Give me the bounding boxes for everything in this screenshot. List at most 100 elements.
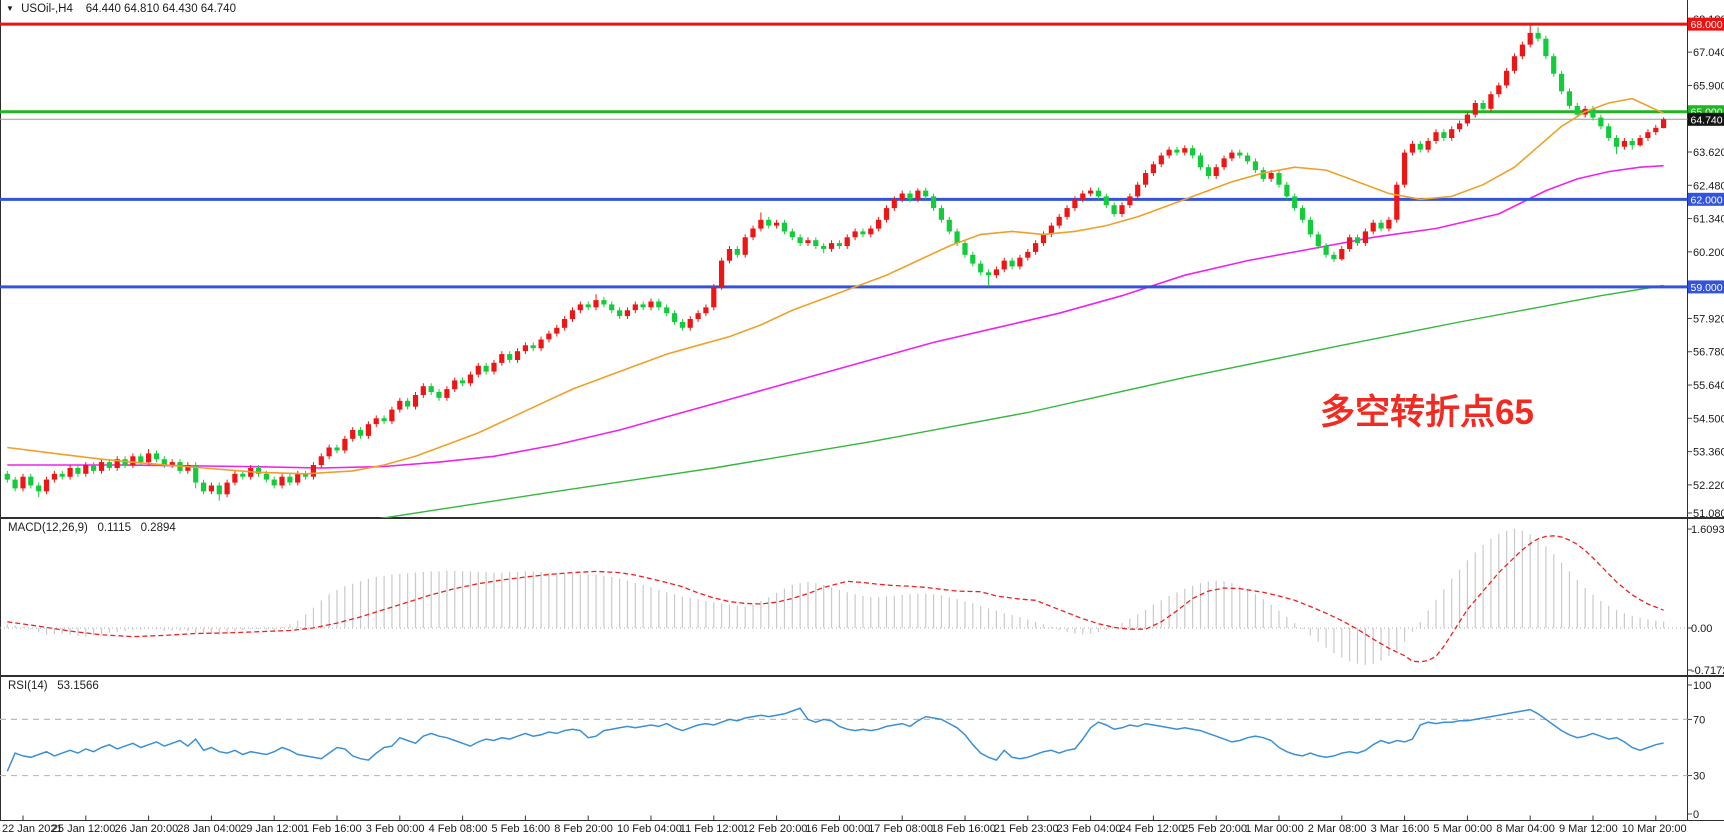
candle-body: [742, 237, 748, 255]
candle-body: [83, 465, 89, 474]
candle-body: [67, 468, 73, 477]
candle-body: [609, 304, 615, 311]
candle-body: [624, 310, 630, 317]
candle-body: [146, 453, 152, 463]
symbol-dropdown-icon[interactable]: ▼: [6, 4, 14, 13]
candle-body: [1260, 170, 1266, 179]
candle-body: [1300, 208, 1306, 220]
rsi-axis-label: 70: [1693, 714, 1705, 726]
candle-body: [1033, 243, 1039, 252]
candle-body: [1598, 117, 1604, 127]
candle-body: [1284, 184, 1290, 197]
candle-body: [1040, 234, 1047, 244]
candle-body: [1566, 91, 1572, 106]
price-tag-68.000: 68.000: [1691, 19, 1723, 31]
candle-body: [1229, 152, 1235, 159]
candle-body: [1629, 140, 1635, 146]
macd-axis-label: 0.00: [1691, 623, 1712, 635]
candle-body: [962, 243, 968, 255]
candle-body: [1559, 73, 1565, 92]
candle-body: [185, 465, 191, 471]
time-axis-label: 29 Jan 12:00: [240, 823, 304, 835]
rsi-indicator-title: RSI(14) 53.1566: [8, 680, 99, 692]
candle-body: [1519, 44, 1525, 57]
candle-body: [1064, 208, 1070, 217]
time-axis-label: 1 Mar 00:00: [1245, 823, 1304, 835]
time-axis-label: 25 Feb 20:00: [1182, 823, 1248, 835]
time-axis-label: 21 Feb 23:00: [993, 823, 1059, 835]
ma-mid-magenta-line: [7, 164, 1664, 469]
candle-body: [1551, 56, 1557, 74]
candle-body: [1661, 119, 1667, 129]
candle-body: [43, 479, 50, 492]
candle-body: [232, 473, 238, 483]
candle-body: [28, 476, 34, 486]
candle-body: [828, 243, 835, 249]
candle-body: [538, 339, 544, 349]
rsi-name: RSI(14): [8, 680, 48, 692]
candle-body: [483, 365, 489, 372]
candle-body: [1378, 222, 1384, 229]
candle-body: [1543, 38, 1549, 57]
candle-body: [1488, 94, 1494, 109]
candle-body: [781, 222, 787, 232]
candle-body: [1292, 196, 1298, 209]
candle-body: [844, 237, 850, 247]
candle-body: [852, 231, 858, 238]
time-axis-label: 11 Feb 12:00: [679, 823, 744, 835]
candle-body: [719, 260, 725, 287]
time-axis-label: 9 Mar 12:00: [1559, 823, 1618, 835]
candle-body: [1323, 246, 1329, 255]
candle-body: [1402, 152, 1408, 185]
candle-body: [546, 333, 552, 340]
candle-body: [507, 354, 513, 360]
macd-signal-line: [7, 535, 1664, 663]
candle-body: [805, 240, 811, 244]
candle-body: [350, 430, 356, 439]
candle-body: [1653, 127, 1659, 133]
candle-body: [946, 219, 952, 232]
time-axis-label: 17 Feb 08:00: [868, 823, 934, 835]
candle-body: [452, 380, 458, 390]
candle-body: [703, 307, 709, 314]
candle-body: [91, 465, 97, 471]
candle-body: [240, 473, 246, 477]
price-axis-label: 63.620: [1693, 147, 1724, 159]
time-axis[interactable]: 22 Jan 2021 25 Jan 12:00 26 Jan 20:00 28 Ja…: [0, 821, 1724, 838]
candle-body: [326, 447, 332, 457]
rsi-axis-label: 100: [1693, 680, 1711, 692]
candle-body: [491, 362, 497, 372]
candle-body: [1072, 199, 1078, 209]
candle-body: [499, 354, 505, 363]
candle-body: [357, 430, 364, 436]
candle-body: [1574, 105, 1580, 115]
candle-body: [98, 462, 105, 471]
macd-panel-canvas[interactable]: 1.6093 0.00 -0.7172: [0, 518, 1724, 676]
candle-body: [342, 438, 348, 451]
candle-body: [1190, 148, 1196, 156]
candle-body: [1527, 32, 1533, 45]
candle-body: [420, 386, 426, 395]
price-axis-label: 60.200: [1693, 247, 1724, 259]
candle-body: [59, 473, 65, 477]
rsi-panel-canvas[interactable]: 100 70 30 0: [0, 676, 1724, 821]
candle-body: [12, 479, 18, 489]
candle-body: [106, 462, 112, 468]
macd-axis-label: -0.7172: [1691, 665, 1724, 676]
macd-name: MACD(12,26,9): [8, 522, 88, 534]
price-axis-label: 67.040: [1693, 47, 1724, 59]
candle-body: [193, 465, 199, 483]
candle-body: [1182, 148, 1188, 153]
price-axis-label: 57.920: [1693, 313, 1724, 325]
candle-body: [1166, 149, 1172, 156]
main-chart-canvas[interactable]: 68.18067.04065.90063.62062.48061.34060.2…: [0, 0, 1724, 518]
candle-body: [766, 219, 772, 226]
time-axis-label: 5 Mar 00:00: [1433, 823, 1493, 835]
candle-body: [836, 243, 842, 246]
candle-body: [695, 313, 701, 319]
ma-fast-orange-line: [7, 97, 1664, 475]
chart-text-annotation[interactable]: 多空转折点65: [1320, 393, 1534, 432]
candle-body: [671, 313, 678, 322]
symbol-timeframe: USOil-,H4: [21, 3, 73, 15]
candle-body: [318, 456, 324, 466]
